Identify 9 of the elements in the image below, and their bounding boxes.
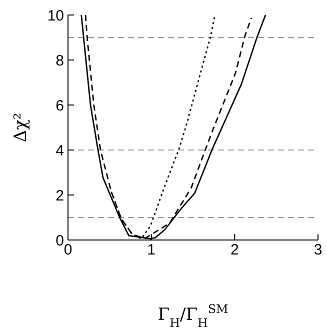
y-tick-label: 6	[56, 97, 64, 114]
y-tick-label: 2	[56, 187, 64, 204]
x-tick-label: 1	[147, 242, 156, 259]
y-tick-label: 8	[56, 52, 64, 70]
x-tick-label: 3	[314, 242, 322, 259]
y-axis-title: Δχ²	[11, 112, 31, 142]
y-tick-label: 4	[56, 142, 64, 160]
y-tick-label: 10	[47, 7, 64, 24]
x-tick-label: 2	[230, 242, 239, 259]
